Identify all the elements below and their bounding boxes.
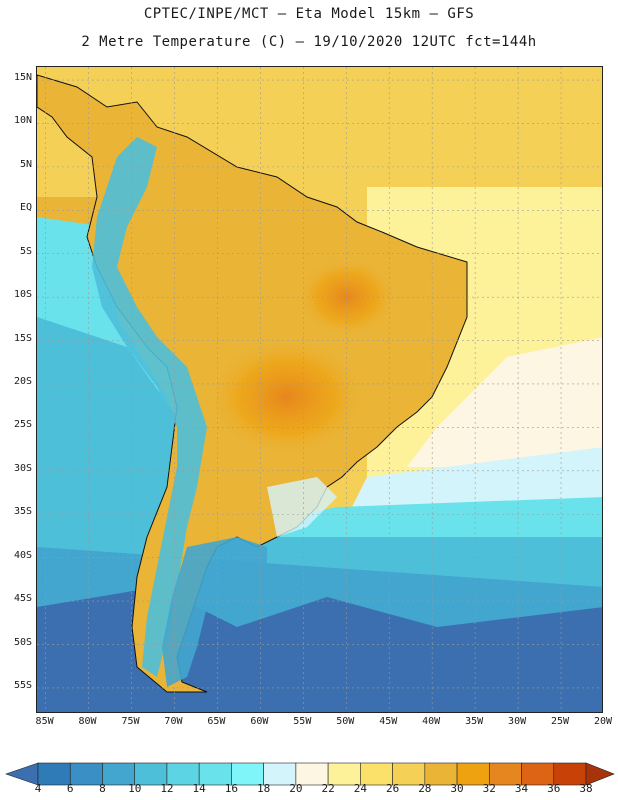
lat-tick-label: 55S [13,679,32,691]
lat-tick-label: 40S [13,549,32,561]
colorbar-tick-label: 30 [450,782,464,795]
lat-tick-label: 5S [19,245,32,257]
colorbar-tick-label: 38 [579,782,593,795]
colorbar-tick-label: 32 [482,782,496,795]
hot-spot-central [207,337,367,457]
colorbar-tick-label: 28 [418,782,432,795]
colorbar-tick-label: 8 [99,782,106,795]
colorbar-tick-label: 6 [66,782,74,795]
lat-tick-label: 35S [13,506,32,518]
colorbar-tick-label: 12 [160,782,174,795]
colorbar-tick-label: 18 [257,782,271,795]
colorbar-tick-label: 36 [547,782,561,795]
lon-tick-label: 30W [508,716,527,727]
uruguay-cool [267,477,337,537]
lat-tick-label: 50S [13,636,32,648]
lon-tick-label: 25W [551,716,570,727]
lon-tick-label: 85W [35,716,54,727]
lon-tick-label: 65W [207,716,226,727]
colorbar-tick-label: 24 [353,782,367,795]
lat-tick-label: 10S [13,289,32,301]
colorbar-tick-label: 10 [128,782,142,795]
andes-cold-strip [92,137,207,677]
lat-tick-label: EQ [19,202,32,214]
patagonia-cool [162,537,267,687]
map-panel [36,66,603,713]
lat-tick-label: 45S [13,593,32,605]
colorbar-tick-label: 34 [514,782,529,795]
lat-tick-label: 20S [13,375,32,387]
lon-tick-label: 50W [336,716,355,727]
lat-tick-label: 15N [13,72,32,84]
lon-tick-label: 60W [250,716,269,727]
lon-tick-label: 55W [293,716,312,727]
lon-tick-label: 20W [593,716,613,727]
colorbar-tick-label: 4 [34,782,42,795]
colorbar [5,762,615,786]
colorbar-tick-label: 26 [385,782,400,795]
lon-tick-label: 80W [78,716,97,727]
temperature-map [37,67,602,712]
colorbar-tick-label: 20 [289,782,303,795]
colorbar-max-arrow [585,762,615,786]
colorbar-tick-label: 22 [321,782,335,795]
ocean-belt-cream [407,337,602,467]
lon-tick-label: 70W [164,716,183,727]
lon-tick-label: 75W [121,716,140,727]
lat-tick-label: 5N [19,158,32,170]
colorbar-tick-label: 14 [192,782,206,795]
map-title: CPTEC/INPE/MCT – Eta Model 15km – GFS [143,6,475,22]
colorbar-tick-label: 16 [224,782,239,795]
lat-tick-label: 30S [13,462,32,474]
lat-tick-label: 25S [13,419,32,431]
lat-tick-label: 15S [13,332,32,344]
lat-tick-label: 10N [13,115,32,127]
map-subtitle: 2 Metre Temperature (C) – 19/10/2020 12U… [81,34,537,50]
lon-tick-label: 45W [379,716,398,727]
lon-tick-label: 35W [465,716,484,727]
lon-tick-label: 40W [422,716,441,727]
